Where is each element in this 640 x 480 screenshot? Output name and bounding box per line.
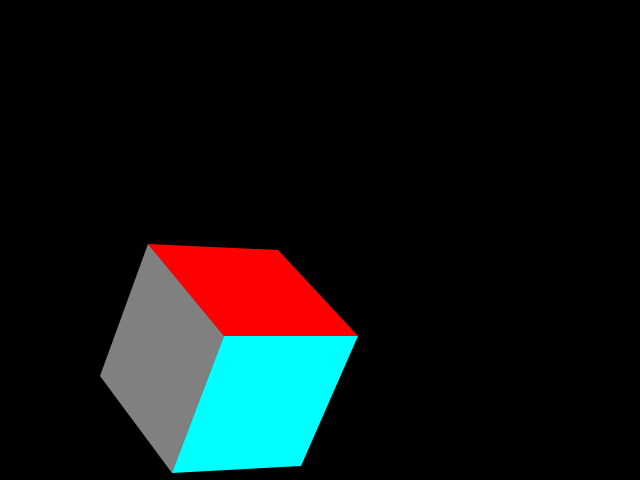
cube-face-left (100, 244, 224, 473)
cube (100, 244, 358, 473)
cube-face-front (172, 336, 358, 473)
cube-face-top (148, 244, 358, 336)
